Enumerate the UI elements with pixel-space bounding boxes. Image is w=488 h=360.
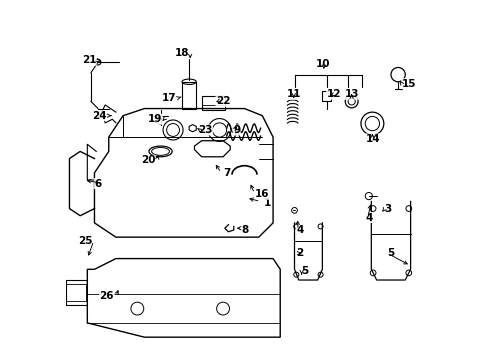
Text: 7: 7 [223,168,230,178]
Text: 21: 21 [81,55,96,65]
Text: 24: 24 [92,111,107,121]
Text: 2: 2 [296,248,303,258]
Bar [182,82,196,109]
Text: 6: 6 [94,179,102,189]
Text: 8: 8 [241,225,248,235]
Text: 22: 22 [216,96,230,107]
Text: 9: 9 [233,125,240,135]
Text: 5: 5 [386,248,394,258]
Text: 16: 16 [255,189,269,199]
Text: 14: 14 [365,134,380,144]
Text: 3: 3 [383,203,390,213]
Bar [322,91,330,102]
Text: 11: 11 [286,89,301,99]
Text: 18: 18 [174,48,189,58]
Text: 23: 23 [198,125,212,135]
Text: 4: 4 [296,225,303,235]
Text: 26: 26 [100,291,114,301]
Bar [66,284,85,301]
Text: 12: 12 [326,89,340,99]
Text: 10: 10 [315,59,330,69]
Text: 20: 20 [141,156,155,165]
Text: 17: 17 [162,93,176,103]
Text: 1: 1 [264,198,271,208]
Text: 25: 25 [78,236,93,246]
Text: 5: 5 [301,266,308,276]
Text: 4: 4 [365,212,372,222]
Text: 19: 19 [148,114,162,124]
Text: 15: 15 [401,78,415,89]
Text: 13: 13 [344,89,358,99]
Bar [201,96,224,111]
